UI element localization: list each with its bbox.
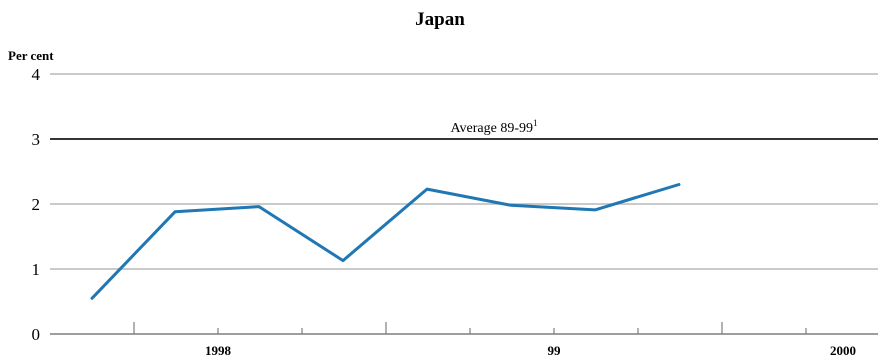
data-point-2: [258, 205, 260, 208]
y-tick-labels: 0 1 2 3 4: [32, 65, 41, 344]
data-point-5: [510, 204, 512, 207]
x-tick-label-1998: 1998: [205, 343, 232, 358]
reference-line-label: Average 89-991: [450, 118, 537, 136]
x-axis: 1998 99 2000: [50, 322, 878, 358]
y-tick-label-3: 3: [32, 130, 41, 149]
reference-line-label-text: Average 89-99: [450, 121, 533, 136]
data-point-4: [426, 188, 428, 190]
data-point-0: [91, 297, 93, 300]
y-tick-label-0: 0: [32, 325, 41, 344]
y-axis-label: Per cent: [8, 48, 54, 63]
series-line-0: [90, 183, 681, 300]
y-tick-label-2: 2: [32, 195, 41, 214]
series-group: [90, 183, 681, 300]
data-point-7: [678, 183, 680, 186]
gridlines: [50, 73, 878, 270]
data-point-3: [342, 259, 344, 262]
data-point-1: [174, 211, 176, 213]
y-tick-label-1: 1: [32, 260, 41, 279]
data-point-6: [594, 209, 596, 211]
chart-title: Japan: [415, 9, 465, 30]
y-tick-label-4: 4: [32, 65, 41, 84]
footnote-marker: 1: [533, 118, 538, 128]
x-tick-label-99: 99: [548, 343, 562, 358]
x-tick-label-2000: 2000: [830, 343, 856, 358]
